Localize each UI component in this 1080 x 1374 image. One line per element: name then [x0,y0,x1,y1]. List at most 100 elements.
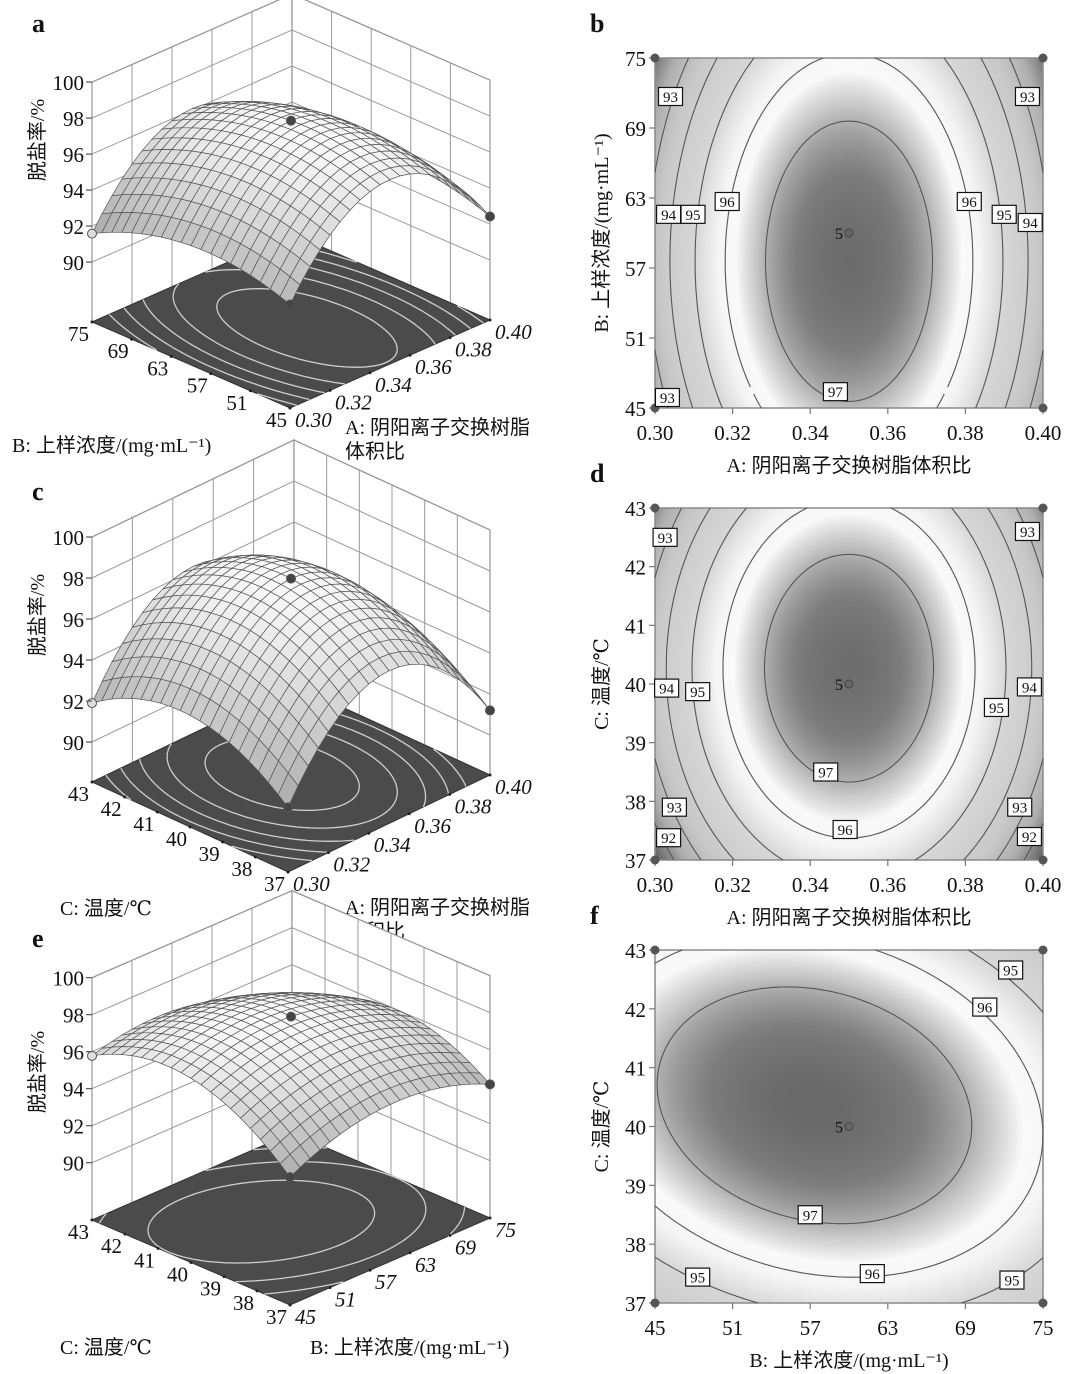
center-point [844,1122,854,1131]
y-tick-label: 57 [625,257,646,281]
y-tick-mark [90,1218,94,1222]
y-tick-label: 75 [625,47,646,71]
x-tick-label: 0.40 [1025,873,1062,897]
contour-label: 95 [685,1267,711,1287]
contour-line-96 [724,57,974,409]
contour-label-text: 97 [803,1208,819,1224]
y-tick-label: 39 [625,1174,646,1198]
x-tick-label: 0.36 [869,421,906,445]
y-tick-label: 40 [625,673,646,697]
contour-label: 96 [859,1263,885,1284]
contour-label: 92 [655,828,682,848]
x-tick-label: 45 [295,1305,316,1329]
x-tick-label: 51 [722,1316,743,1340]
y-tick-mark [222,1275,226,1279]
contour-label-box [991,204,1017,224]
design-point [1038,855,1048,865]
contour-line-97 [763,553,935,783]
y-tick-label: 40 [625,1116,646,1140]
panel-letter: f [590,901,599,930]
x-tick-label: 69 [955,1316,976,1340]
y-tick-mark [155,810,159,814]
contour-label-box [652,527,678,547]
y-tick-label: 37 [625,849,646,873]
floor-contour-95 [139,707,427,842]
z-axis-title: 脱盐率/% [26,574,49,656]
x-tick-mark [288,1303,292,1307]
x-tick-label: 63 [877,1316,898,1340]
x-tick-label: 0.38 [455,338,492,362]
x-tick-mark [407,812,411,816]
contour-label: 97 [813,762,839,782]
contour-label: 97 [797,1205,823,1225]
y-tick-label: 43 [68,782,89,806]
x-tick-label: 45 [645,1316,666,1340]
contour-label-text: 92 [1022,830,1037,846]
contour-label: 95 [999,1270,1025,1290]
y-tick-mark [169,354,173,358]
y-tick-label: 38 [231,857,252,881]
x-tick-mark [368,371,372,375]
plot-frame [654,57,1044,409]
contour-label-box [999,1270,1025,1290]
y-tick-label: 38 [233,1291,254,1315]
x-tick-label: 0.40 [495,775,532,799]
design-point [650,53,660,63]
y-axis-title: C: 温度/℃ [60,897,152,920]
contour-label-box [654,387,681,408]
x-tick-label: 69 [455,1235,477,1259]
design-point [650,945,660,955]
z-tick-label: 90 [63,1152,84,1176]
contour-label: 93 [657,86,684,107]
x-tick-label: 0.34 [792,421,829,445]
contour-label: 94 [1017,212,1043,233]
design-point [650,1298,660,1308]
panel-letter: a [32,9,45,38]
contour-label-text: 94 [659,682,675,698]
design-point [485,211,495,222]
center-point-count: 5 [835,677,843,694]
contour-label-box [1016,826,1043,847]
y-tick-label: 51 [625,327,646,351]
contour-label-box [685,1267,711,1287]
y-tick-label: 41 [625,1057,646,1081]
contour-label-box [983,697,1010,718]
contour-label-text: 93 [658,531,673,547]
design-point [1038,503,1048,513]
contour-label: 95 [983,697,1010,718]
x-tick-label: 0.32 [714,421,751,445]
contour-line-96 [654,949,1044,1278]
z-tick-label: 96 [63,1041,84,1065]
y-tick-label: 69 [108,339,129,363]
x-tick-label: 0.30 [637,873,674,897]
z-tick-label: 96 [63,608,84,632]
surface-plot-e: 90 92 94 96 98 100 37 38 39 40 41 42 43 45 51 57 63 69 75 C… [26,889,516,1359]
z-tick-label: 100 [53,71,85,95]
contour-label-box [685,682,711,702]
y-tick-label: 39 [625,732,646,756]
contour-label-box [822,382,849,402]
contour-label-text: 96 [865,1267,881,1283]
y-tick-label: 45 [266,408,287,432]
x-tick-label: 0.36 [414,814,451,838]
x-tick-label: 0.32 [333,853,370,877]
x-tick-mark [328,1286,332,1290]
x-tick-label: 0.40 [1025,421,1062,445]
x-tick-label: 0.34 [792,873,829,897]
surface-facet [279,276,301,306]
contour-label: 96 [832,819,858,840]
x-tick-mark [408,353,412,357]
contour-label-text: 95 [1004,1274,1019,1290]
contour-label: 94 [1016,677,1043,697]
design-point [87,1050,97,1061]
design-point [650,503,660,513]
floor-contour-97 [147,1179,376,1264]
y-axis-title: C: 温度/℃ [60,1336,152,1359]
y-tick-label: 63 [625,187,646,211]
contour-label-text: 94 [661,208,677,224]
x-tick-label: 0.36 [415,355,452,379]
y-tick-mark [209,372,213,376]
design-point [286,115,296,126]
z-tick-label: 100 [53,526,85,550]
